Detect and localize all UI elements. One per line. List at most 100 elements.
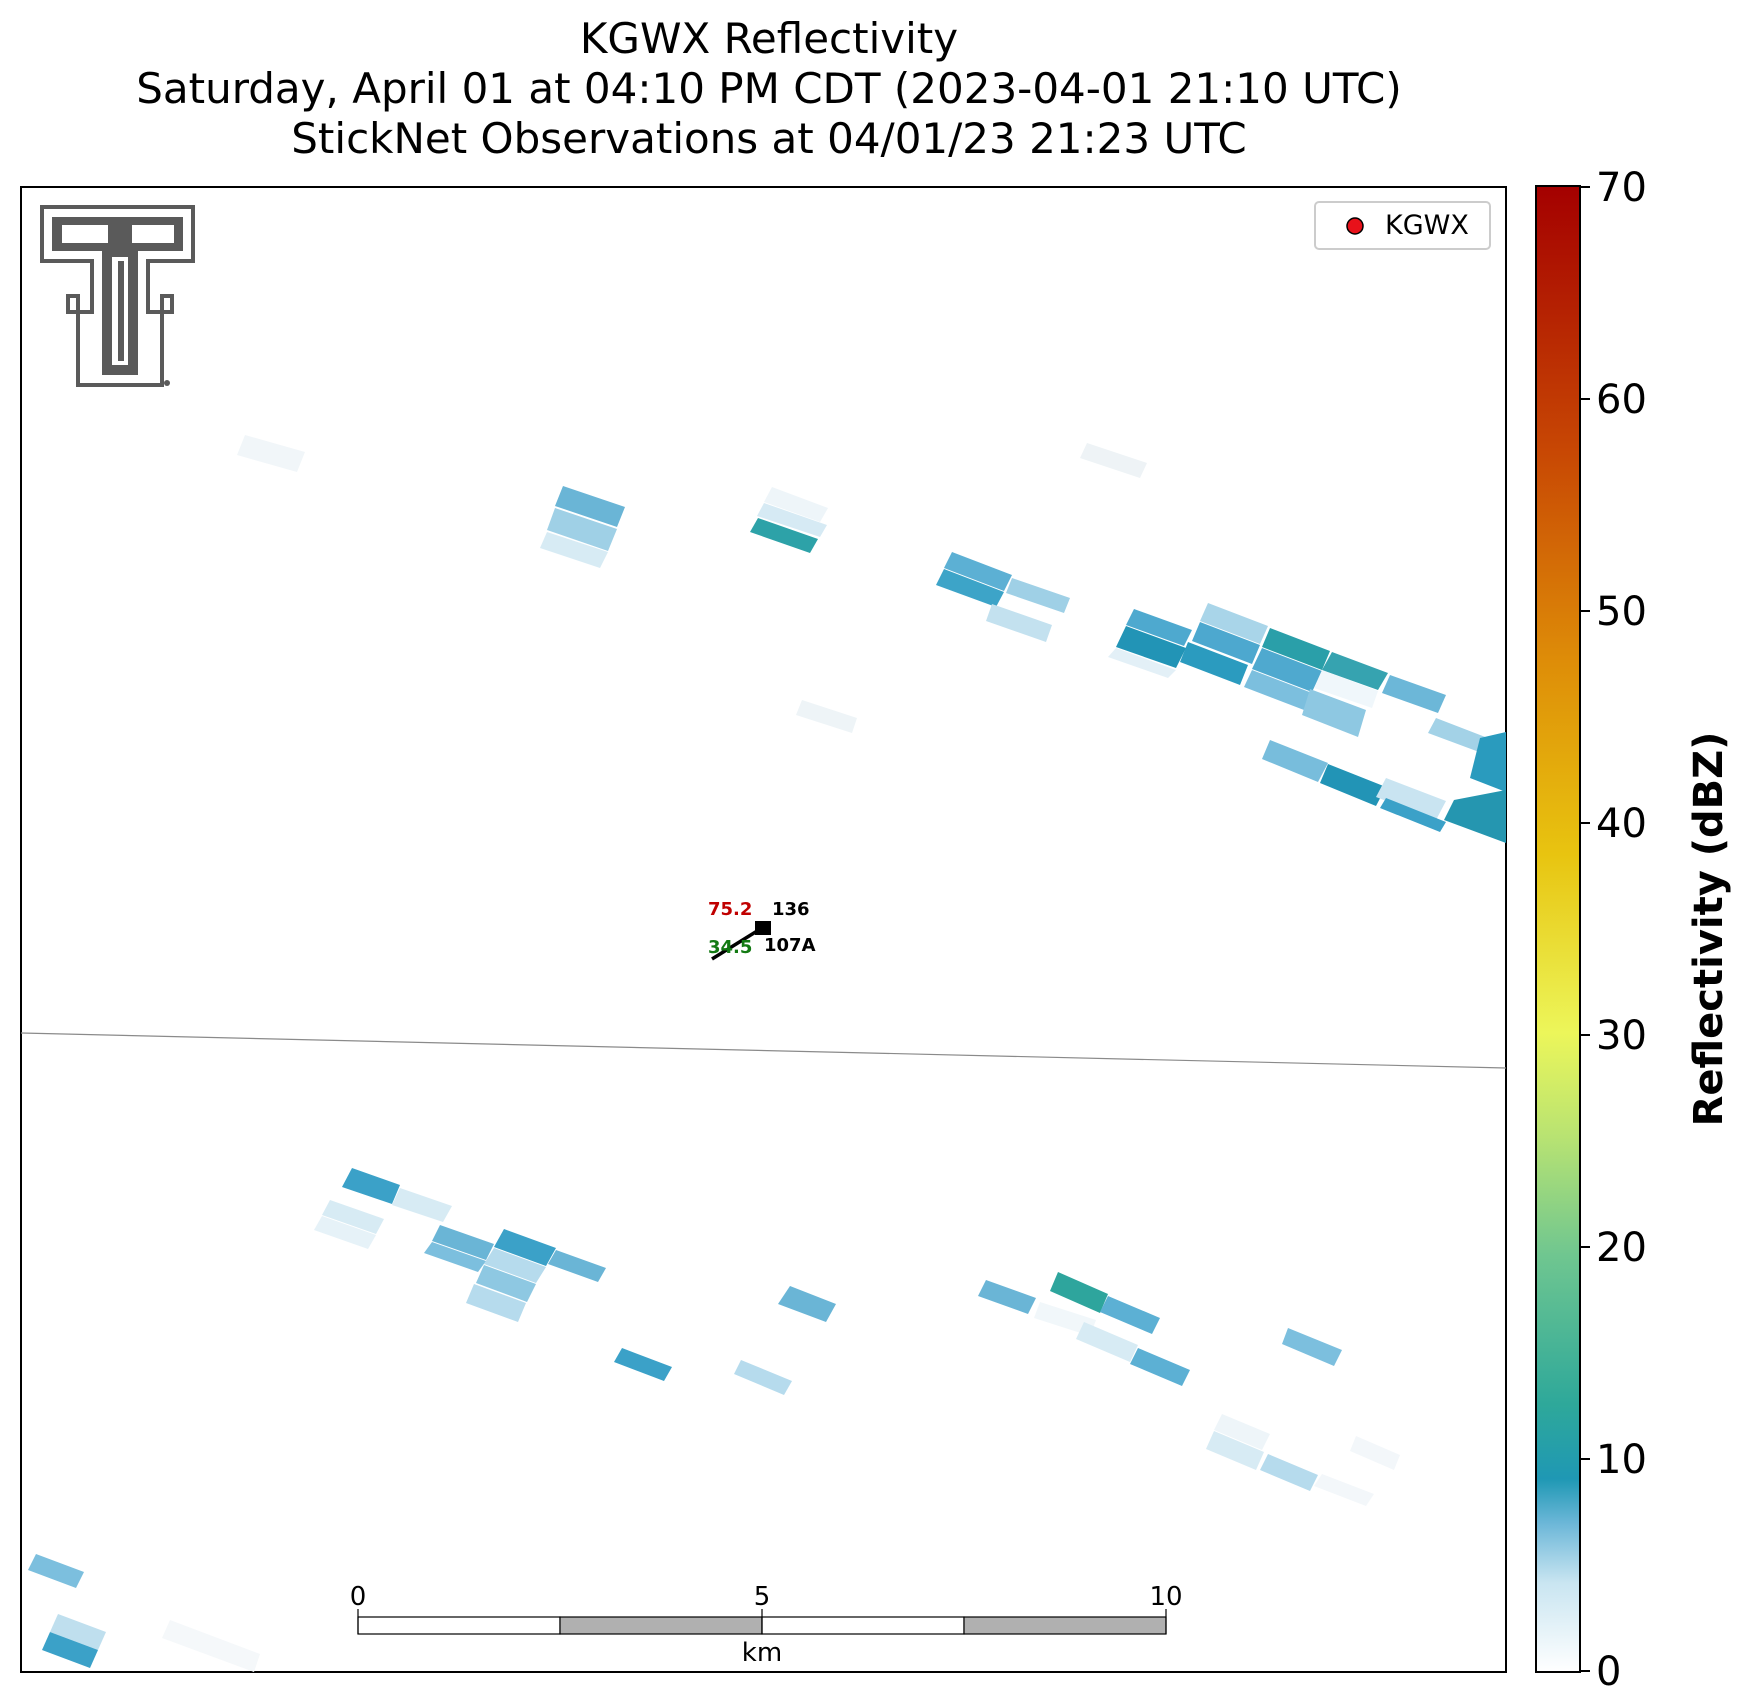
radar-gates — [28, 435, 1506, 1672]
title-observations: StickNet Observations at 04/01/23 21:23 … — [291, 114, 1247, 163]
legend-box — [1314, 201, 1491, 250]
radar-gate — [322, 1200, 384, 1234]
colorbar-tick-label: 60 — [1596, 377, 1647, 423]
radar-gate — [1380, 798, 1446, 832]
radar-gate — [1252, 648, 1322, 692]
scale-tick-label: 10 — [1149, 1582, 1182, 1612]
radar-gate — [978, 1280, 1036, 1314]
wind-barb — [711, 926, 763, 961]
reflectivity-field: 75.2 136 34.5 107A 0 5 10 km — [21, 435, 1506, 1672]
radar-gate — [1050, 1272, 1108, 1313]
radar-gate — [1444, 790, 1506, 843]
radar-gate — [1034, 1302, 1096, 1336]
radar-gate — [1180, 642, 1248, 685]
radar-gate — [424, 1242, 486, 1272]
colorbar-tick-label: 50 — [1596, 589, 1647, 635]
radar-gate — [494, 1229, 556, 1266]
radar-gate — [734, 1360, 792, 1395]
colorbar-ticks: 0 10 20 30 40 50 60 70 — [1580, 165, 1647, 1695]
radar-gate — [162, 1620, 260, 1672]
logo-outline — [40, 205, 195, 387]
colorbar-label: Reflectivity (dBZ) — [1686, 732, 1732, 1127]
radar-gate — [50, 1614, 106, 1650]
scale-tick-label: 0 — [350, 1582, 367, 1612]
chart-title: KGWX Reflectivity Saturday, April 01 at … — [0, 14, 1538, 164]
radar-gate — [1080, 443, 1147, 478]
radar-gate — [1302, 689, 1366, 737]
radar-gate — [1116, 626, 1186, 668]
scale-segment — [963, 1616, 1167, 1635]
sticknet-station[interactable]: 75.2 136 34.5 107A — [708, 899, 816, 961]
radar-gate — [614, 1348, 672, 1381]
university-logo — [40, 205, 195, 387]
radar-gate — [547, 508, 617, 551]
colorbar-tick-label: 40 — [1596, 801, 1647, 847]
radar-gate — [392, 1188, 452, 1222]
radar-gate — [1100, 1296, 1160, 1334]
legend-marker — [1346, 217, 1364, 235]
radar-gate — [796, 700, 857, 733]
radar-gate — [1382, 675, 1446, 713]
radar-gate — [1262, 740, 1328, 782]
colorbar-gradient — [1535, 185, 1581, 1673]
radar-gate — [778, 1286, 836, 1322]
radar-gate — [1350, 1436, 1400, 1470]
scale-segment — [357, 1616, 561, 1635]
radar-gate — [1376, 778, 1446, 820]
legend: KGWX — [1314, 201, 1491, 250]
radar-gate — [1470, 732, 1506, 792]
radar-gate — [1260, 1454, 1318, 1491]
radar-gate — [1320, 764, 1386, 806]
radar-gate — [1322, 652, 1388, 690]
scale-bar: 0 5 10 km — [350, 1582, 1183, 1668]
legend-label: KGWX — [1385, 210, 1469, 241]
radar-gate — [986, 604, 1052, 642]
radar-gate — [42, 1632, 98, 1668]
radar-gate — [1126, 609, 1192, 646]
radar-gate — [1206, 1431, 1264, 1470]
scale-segment — [559, 1616, 763, 1635]
logo-registered-mark — [164, 380, 170, 386]
radar-gate — [1192, 622, 1260, 664]
radar-gate — [555, 486, 625, 527]
radar-gate — [757, 503, 827, 537]
radar-gate — [432, 1225, 494, 1260]
colorbar: 0 10 20 30 40 50 60 70 Reflectivity (dBZ) — [1535, 165, 1732, 1695]
radar-gate — [1006, 578, 1070, 613]
radar-gate — [1108, 648, 1176, 678]
logo-stem — [118, 261, 124, 361]
title-datetime: Saturday, April 01 at 04:10 PM CDT (2023… — [136, 64, 1402, 113]
radar-gate — [1130, 1348, 1190, 1386]
radar-gate — [764, 487, 828, 522]
radar-gate — [540, 532, 608, 568]
radar-gate — [28, 1554, 84, 1588]
scale-tick-label: 5 — [754, 1582, 771, 1612]
scale-unit: km — [742, 1638, 782, 1668]
radar-gate — [1314, 670, 1378, 708]
radar-gate — [476, 1265, 536, 1302]
radar-gate — [1314, 1474, 1374, 1506]
logo-highlight — [62, 225, 174, 243]
radar-gate — [936, 569, 1004, 607]
radar-gate — [1214, 1414, 1270, 1450]
radar-gate — [1076, 1322, 1138, 1362]
radar-gate — [1200, 603, 1268, 644]
colorbar-tick-label: 70 — [1596, 165, 1647, 211]
colorbar-tick-label: 0 — [1596, 1649, 1621, 1695]
scale-segment — [761, 1616, 965, 1635]
colorbar-tick-label: 10 — [1596, 1437, 1647, 1483]
radar-gate — [314, 1216, 376, 1249]
station-pressure: 136 — [772, 899, 810, 920]
station-id: 107A — [764, 935, 816, 956]
plot-area — [20, 186, 1507, 1673]
radar-gate — [237, 435, 305, 472]
radar-gate — [1282, 1328, 1342, 1366]
radar-gate — [548, 1250, 606, 1282]
radar-gate — [342, 1168, 400, 1204]
station-dewpoint: 34.5 — [708, 937, 752, 958]
colorbar-tick-label: 30 — [1596, 1013, 1647, 1059]
radar-gate — [944, 552, 1012, 591]
radar-gate — [466, 1284, 526, 1322]
colorbar-tick-label: 20 — [1596, 1225, 1647, 1271]
